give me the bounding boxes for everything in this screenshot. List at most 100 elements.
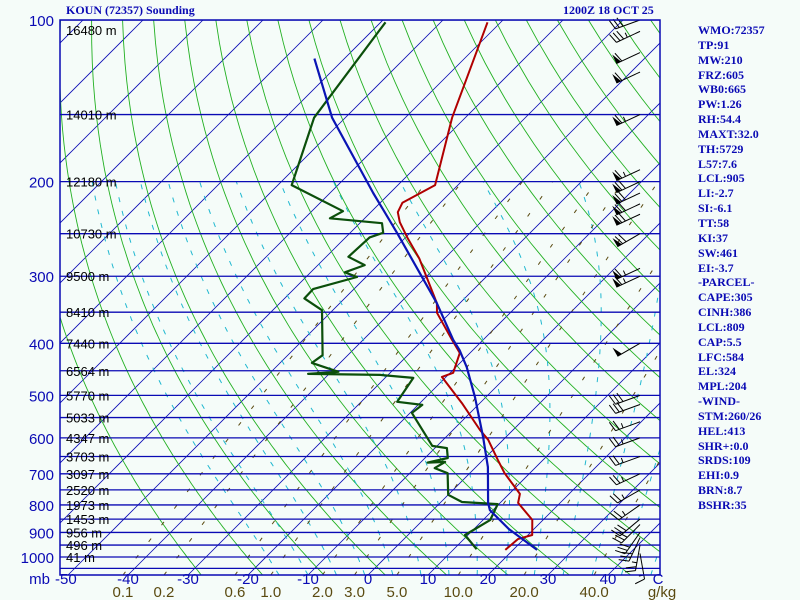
wind-barb-staff — [616, 267, 641, 280]
moist-adiabat-line — [91, 181, 280, 575]
height-label: 2520 m — [66, 483, 109, 498]
x-axis-unit-label: C — [653, 571, 664, 588]
isotherm-line — [67, 20, 624, 575]
mixing-ratio-label: 40.0 — [580, 584, 609, 600]
height-label: 16480 m — [66, 23, 117, 38]
wind-barb-full — [616, 17, 624, 27]
dry-adiabat-line — [401, 20, 660, 379]
sounding-index-item: SW:461 — [698, 245, 739, 260]
sounding-index-item: BRN:8.7 — [698, 483, 743, 498]
sounding-index-item: FRZ:605 — [698, 67, 744, 82]
height-label: 41 m — [66, 550, 95, 565]
dry-adiabat-line — [277, 20, 660, 553]
height-label: 6564 m — [66, 364, 109, 379]
temperature-tick-label: 10 — [420, 571, 437, 588]
wind-barb — [612, 71, 641, 84]
dry-adiabat-line — [184, 20, 509, 575]
wind-barb-full — [615, 534, 625, 541]
height-label: 9500 m — [66, 269, 109, 284]
wind-barb-full — [609, 34, 617, 43]
wind-barb-full — [612, 420, 620, 430]
sounding-index-item: RH:54.4 — [698, 112, 741, 127]
sounding-index-item: TH:5729 — [698, 141, 744, 156]
moist-adiabat-line — [482, 181, 551, 575]
wind-barb-staff — [616, 181, 641, 194]
wind-barb-full — [608, 456, 616, 466]
isotherm-line — [60, 20, 264, 224]
mixing-ratio-label: 5.0 — [387, 584, 408, 600]
sounding-index-item: SHR+:0.0 — [698, 438, 749, 453]
wind-barb-flag — [612, 270, 621, 280]
parcel-profile-line — [313, 58, 538, 551]
wind-barb — [612, 180, 641, 194]
isotherm-line — [427, 342, 660, 575]
wind-barb-full — [608, 395, 616, 405]
sounding-indices-panel: WMO:72357 TP:91 MW:210 FRZ:605 WB0:665 PW:1.2… — [698, 23, 765, 513]
wind-barb-full — [614, 204, 623, 213]
chart-title: KOUN (72357) Sounding — [66, 3, 195, 17]
wind-barb-staff — [616, 71, 641, 84]
wind-barb-half — [621, 476, 625, 482]
mixing-ratio-label: 1.0 — [260, 584, 281, 600]
wind-barb-full — [613, 510, 623, 518]
dry-adiabat-line — [775, 20, 800, 575]
sounding-index-item: PW:1.26 — [698, 97, 742, 112]
wind-barb-full — [612, 537, 622, 544]
sounding-index-item: CINH:386 — [698, 305, 752, 320]
wind-barb-full — [625, 566, 637, 569]
isotherm-line — [307, 222, 660, 575]
wind-barb — [625, 544, 641, 573]
wind-barb-full — [612, 394, 620, 404]
dry-adiabat-line — [339, 20, 660, 465]
isotherm-line — [127, 42, 660, 575]
wind-barb-staff — [616, 473, 641, 486]
pressure-tick-label: 1000 — [21, 550, 54, 567]
sounding-index-item: SRDS:109 — [698, 453, 751, 468]
temperature-tick-label: 0 — [364, 571, 372, 588]
height-label: 3703 m — [66, 450, 109, 465]
wind-barb — [609, 30, 641, 43]
wind-barb-staff — [615, 421, 641, 432]
pressure-tick-label: 900 — [29, 525, 54, 542]
wind-barb — [612, 524, 641, 544]
pressure-tick-label: 100 — [29, 13, 54, 30]
wind-barb-full — [616, 392, 624, 402]
temperature-tick-label: 40 — [600, 571, 617, 588]
isotherm-line — [60, 20, 564, 524]
wind-barb-full — [614, 268, 623, 278]
dry-adiabat-line — [463, 20, 660, 294]
mixing-ratio-label: 3.0 — [344, 584, 365, 600]
height-label: 496 m — [66, 538, 102, 553]
mixing-ratio-line — [163, 181, 463, 575]
wind-barb-half — [622, 278, 626, 284]
wind-barb-staff — [615, 456, 641, 466]
wind-barb — [612, 191, 641, 205]
wind-barb-full — [620, 555, 631, 558]
sounding-index-item: LI:-2.7 — [698, 186, 734, 201]
wind-barb-staff — [634, 544, 641, 571]
moist-adiabat-line — [199, 181, 394, 575]
wind-barb-staff — [619, 518, 641, 537]
temperature-tick-label: 20 — [480, 571, 497, 588]
height-label: 7440 m — [66, 336, 109, 351]
wind-barb-half — [622, 116, 626, 122]
sounding-index-item: CAPE:305 — [698, 290, 753, 305]
dry-adiabat-line — [122, 20, 386, 575]
isotherm-line — [60, 20, 444, 404]
y-axis-unit-label: mb — [29, 571, 50, 588]
dry-adiabat-line — [91, 20, 325, 575]
wind-barb — [611, 518, 641, 537]
wind-barb-full — [618, 191, 626, 201]
wind-barb-flag — [612, 216, 621, 226]
pressure-tick-label: 200 — [29, 175, 54, 192]
dry-adiabat-line — [588, 20, 660, 123]
wind-barb-full — [619, 543, 630, 548]
isotherm-line — [247, 162, 660, 575]
wind-barb-full — [617, 531, 628, 538]
isotherm-line — [60, 20, 504, 464]
pressure-tick-label: 700 — [29, 467, 54, 484]
isotherm-line — [60, 20, 384, 344]
wind-barb-full — [617, 546, 628, 551]
wind-barb-full — [614, 72, 623, 81]
temperature-tick-label: 30 — [540, 571, 557, 588]
